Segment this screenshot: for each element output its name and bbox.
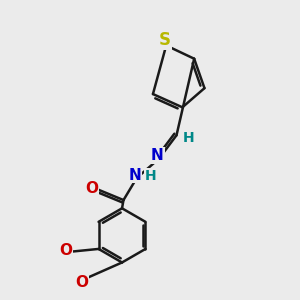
- Text: O: O: [85, 181, 98, 196]
- Text: H: H: [145, 169, 157, 183]
- Text: O: O: [75, 275, 88, 290]
- Text: N: N: [151, 148, 164, 163]
- Text: N: N: [129, 167, 142, 182]
- Text: O: O: [59, 243, 72, 258]
- Text: H: H: [183, 130, 195, 145]
- Text: S: S: [159, 31, 171, 49]
